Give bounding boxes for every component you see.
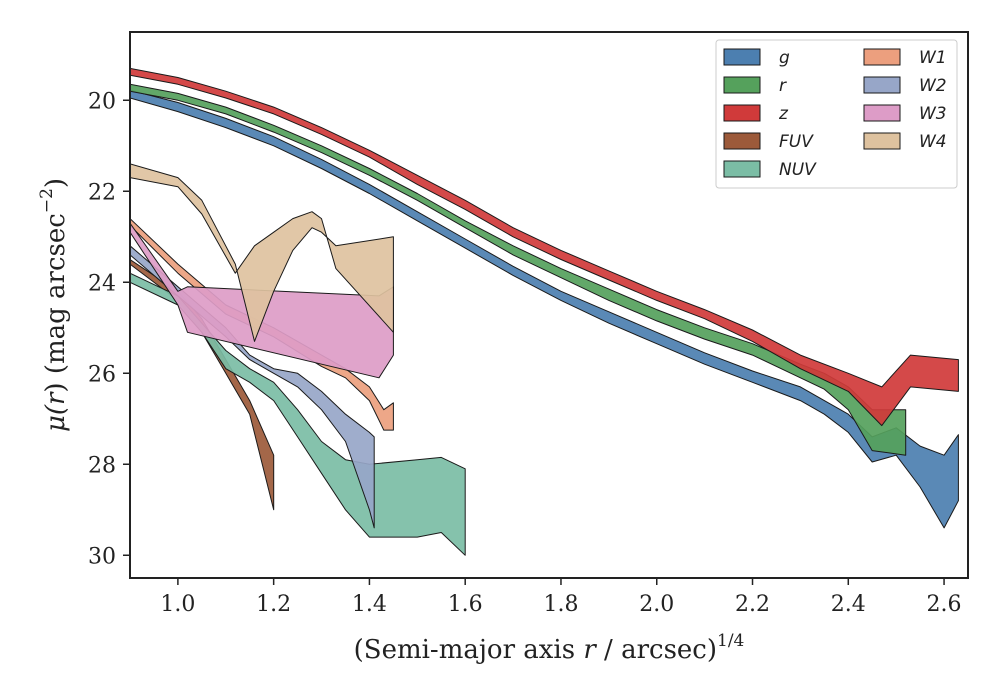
- band-g: [130, 89, 959, 529]
- y-axis-label: μ(r) (mag arcsec−2): [37, 178, 71, 432]
- x-tick-label: 1.2: [256, 592, 291, 617]
- legend-label: NUV: [779, 160, 817, 180]
- plot-frame: [129, 31, 969, 579]
- x-tick-label: 2.0: [639, 592, 674, 617]
- legend-swatch: [723, 76, 761, 94]
- band-w4: [130, 163, 394, 342]
- y-tick-label: 20: [88, 89, 116, 114]
- legend-label: W2: [919, 76, 947, 96]
- x-tick-label: 2.6: [927, 592, 962, 617]
- band-w2: [130, 245, 375, 529]
- y-tick-label: 22: [88, 180, 116, 205]
- series-bands: [130, 67, 959, 556]
- legend-swatch: [863, 76, 901, 94]
- x-tick-label: 2.4: [831, 592, 866, 617]
- x-tick-label: 1.8: [543, 592, 578, 617]
- x-tick-label: 1.4: [352, 592, 387, 617]
- legend-label: W4: [919, 132, 947, 152]
- legend-swatch: [723, 132, 761, 150]
- x-tick-label: 1.6: [448, 592, 483, 617]
- legend-items: grz FUV NUV W1 W2 W3 W4: [723, 48, 947, 180]
- y-tick-label: 28: [88, 453, 116, 478]
- x-tick-label: 2.2: [735, 592, 770, 617]
- legend-swatch: [723, 104, 761, 122]
- legend-label: W3: [919, 104, 947, 124]
- y-axis-ticks: 20 22 24 26 28 30: [88, 89, 130, 569]
- legend-label: W1: [919, 48, 947, 68]
- y-tick-label: 26: [88, 362, 116, 387]
- legend-label: g: [779, 48, 790, 68]
- legend-label: FUV: [779, 132, 814, 152]
- legend-swatch: [863, 132, 901, 150]
- x-axis-ticks: 1.0 1.2 1.4 1.6 1.8 2.0 2.2 2.4 2.6: [160, 578, 962, 617]
- legend-label: r: [779, 76, 787, 96]
- y-tick-label: 30: [88, 544, 116, 569]
- band-z: [130, 67, 959, 427]
- legend-swatch: [723, 160, 761, 178]
- legend: grz FUV NUV W1 W2 W3 W4: [715, 39, 958, 189]
- x-axis-label: (Semi-major axis r / arcsec)1/4: [354, 631, 745, 665]
- band-nuv: [130, 272, 466, 556]
- band-r: [130, 83, 907, 456]
- legend-label: z: [778, 104, 789, 124]
- x-tick-label: 1.0: [160, 592, 195, 617]
- legend-swatch: [863, 48, 901, 66]
- legend-swatch: [863, 104, 901, 122]
- legend-swatch: [723, 48, 761, 66]
- y-tick-label: 24: [88, 271, 116, 296]
